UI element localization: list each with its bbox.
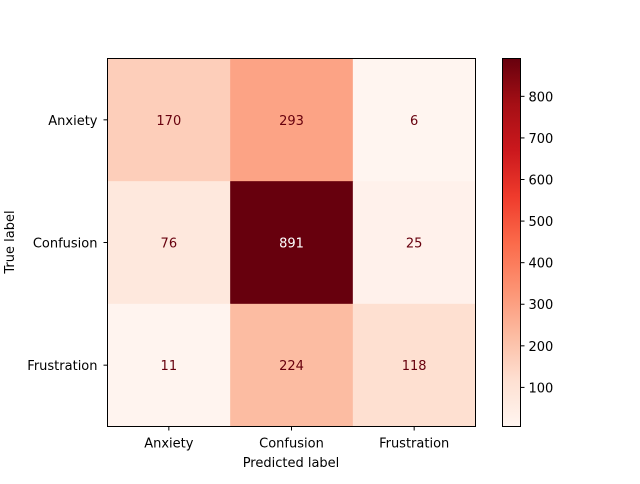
heatmap-cell-0-2: [352, 58, 476, 182]
colorbar-tick-label: 700: [529, 132, 554, 147]
colorbar-ticks: 100 200 300 400 500 600 700 800: [520, 90, 554, 396]
y-axis-ticks: Anxiety Confusion Frustration: [27, 114, 108, 374]
colorbar-tick-label: 600: [529, 174, 554, 189]
cell-value-label-1-0: 76: [161, 237, 178, 252]
colorbar-tick-label: 800: [529, 90, 554, 105]
heatmap-cell-2-0: [107, 303, 231, 427]
cell-value-label-2-2: 118: [402, 359, 427, 374]
colorbar: [502, 58, 521, 427]
x-tick-label: Anxiety: [144, 437, 194, 452]
colorbar-tick-label: 300: [529, 298, 554, 313]
y-tick-label: Anxiety: [48, 114, 98, 129]
heatmap-cell-2-1: [230, 303, 354, 427]
colorbar-tick-label: 100: [529, 381, 554, 396]
cell-value-label-0-1: 293: [279, 114, 304, 129]
y-tick-label: Frustration: [27, 359, 97, 374]
x-axis-label: Predicted label: [243, 456, 340, 471]
cell-value-label-0-0: 170: [156, 114, 181, 129]
colorbar-tick-label: 200: [529, 340, 554, 355]
heatmap-cell-0-1: [230, 58, 354, 182]
heatmap-cell-2-2: [352, 303, 476, 427]
heatmap-cells: [107, 58, 476, 427]
x-axis-ticks: Anxiety Confusion Frustration: [144, 426, 449, 452]
heatmap-cell-1-2: [352, 181, 476, 305]
cell-value-label-2-0: 11: [161, 359, 178, 374]
colorbar-tick-label: 500: [529, 215, 554, 230]
colorbar-tick-label: 400: [529, 257, 554, 272]
cell-value-label-1-1: 891: [279, 237, 304, 252]
cell-value-label-1-2: 25: [406, 237, 423, 252]
y-axis-label: True label: [3, 210, 18, 274]
heatmap-cell-1-1: [230, 181, 354, 305]
heatmap-cell-0-0: [107, 58, 231, 182]
heatmap-cell-labels: 170 293 6 76 891 25 11 224 118: [156, 114, 426, 374]
heatmap-cell-1-0: [107, 181, 231, 305]
y-tick-label: Confusion: [33, 237, 98, 252]
x-tick-label: Frustration: [379, 437, 449, 452]
cell-value-label-2-1: 224: [279, 359, 304, 374]
cell-value-label-0-2: 6: [410, 114, 418, 129]
x-tick-label: Confusion: [259, 437, 324, 452]
